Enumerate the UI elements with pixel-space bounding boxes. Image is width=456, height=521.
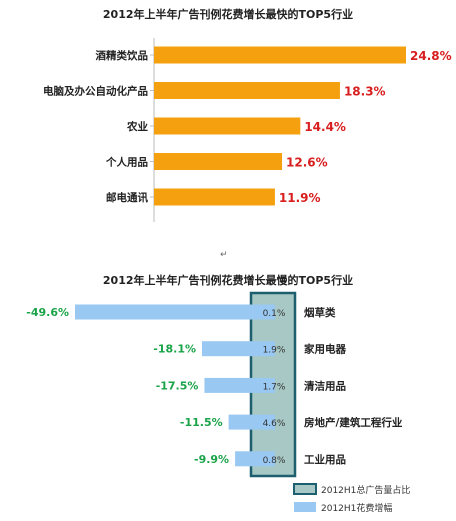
data-label: 12.6% [286, 156, 328, 170]
share-data-label: 4.6% [263, 419, 286, 429]
category-label: 电脑及办公自动化产品 [43, 85, 148, 98]
chart-title-slowest: 2012年上半年广告刊例花费增长最慢的TOP5行业 [102, 274, 354, 287]
data-label: 18.3% [344, 85, 386, 99]
growth-bar [235, 451, 275, 467]
share-data-label: 0.8% [263, 456, 286, 466]
growth-bar [75, 304, 275, 320]
category-label: 烟草类 [304, 306, 336, 319]
paragraph-marker: ↵ [220, 250, 228, 260]
category-label: 工业用品 [304, 453, 346, 466]
bar [154, 82, 340, 99]
category-label: 农业 [126, 120, 148, 133]
share-data-label: 0.1% [263, 309, 286, 319]
growth-bar [228, 414, 275, 430]
legend-swatch-share [293, 483, 317, 495]
growth-bar [202, 341, 275, 357]
category-label: 清洁用品 [304, 379, 346, 392]
bar [154, 46, 406, 64]
data-label: 11.9% [279, 191, 321, 205]
category-label: 酒精类饮品 [96, 49, 149, 62]
growth-data-label: -18.1% [153, 343, 196, 356]
chart-title-fastest: 2012年上半年广告刊例花费增长最快的TOP5行业 [102, 8, 354, 21]
chart-fastest-svg: 酒精类饮品 24.8% 电脑及办公自动化产品 18.3% 农业 14.4% 个人用品 12.6… [43, 38, 452, 222]
data-label: 24.8% [410, 49, 452, 63]
legend-label-share: 2012H1总广告量占比 [321, 484, 410, 496]
growth-data-label: -49.6% [26, 306, 69, 319]
legend-label-growth: 2012H1花费增幅 [321, 502, 392, 514]
category-label: 房地产/建筑工程行业 [304, 416, 403, 429]
growth-data-label: -11.5% [180, 416, 223, 429]
bar [154, 153, 283, 170]
data-label: 14.4% [304, 120, 346, 134]
growth-data-label: -17.5% [156, 379, 199, 392]
growth-data-label: -9.9% [194, 453, 229, 466]
share-data-label: 1.9% [263, 346, 286, 356]
growth-bar [204, 377, 275, 393]
category-label: 个人用品 [105, 156, 148, 169]
category-label: 邮电通讯 [106, 191, 148, 204]
category-label: 家用电器 [304, 343, 346, 356]
share-data-label: 1.7% [263, 382, 286, 392]
legend-swatch-growth [294, 502, 316, 512]
bar [154, 188, 275, 206]
bar [154, 117, 301, 135]
